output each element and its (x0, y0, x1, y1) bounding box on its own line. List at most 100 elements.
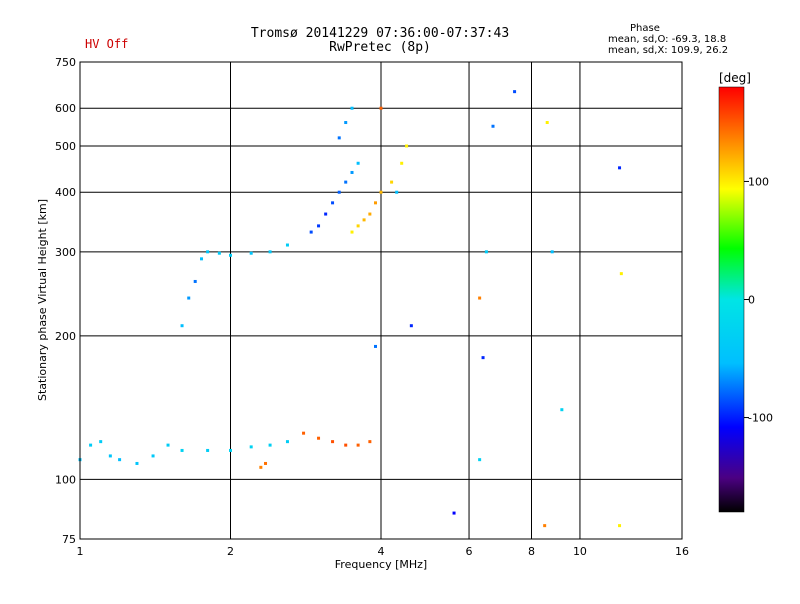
data-point (484, 250, 488, 254)
x-tick-label: 16 (675, 545, 689, 558)
data-point (309, 230, 313, 234)
data-point (618, 524, 622, 528)
data-point (337, 190, 341, 194)
y-tick-label: 200 (55, 330, 76, 343)
data-point (481, 356, 485, 360)
data-point (268, 443, 272, 447)
data-point (331, 440, 335, 444)
x-axis-label: Frequency [MHz] (335, 558, 427, 571)
data-points (78, 90, 623, 528)
data-point (166, 443, 170, 447)
data-point (264, 461, 268, 465)
data-point (478, 296, 482, 300)
title-line-1: Tromsø 20141229 07:36:00-07:37:43 (250, 26, 510, 41)
data-point (187, 296, 191, 300)
data-point (379, 190, 383, 194)
data-point (324, 212, 328, 216)
data-point (400, 161, 404, 165)
data-point (337, 136, 341, 140)
data-point (193, 279, 197, 283)
data-point (118, 458, 122, 462)
data-point (302, 431, 306, 435)
data-point (452, 511, 456, 515)
data-point (331, 201, 335, 205)
data-point (180, 324, 184, 328)
data-point (259, 465, 263, 469)
phase-x-stats: mean, sd,X: 109.9, 26.2 (608, 45, 729, 56)
data-point (268, 250, 272, 254)
phase-title: Phase (630, 23, 660, 34)
data-point (356, 161, 360, 165)
data-point (619, 272, 623, 276)
axis-ticks: 1 2 4 6 8 10 16 75 100 200 300 400 500 600 750 (55, 56, 689, 558)
data-point (89, 443, 93, 447)
data-point (344, 443, 348, 447)
grid-lines (80, 62, 682, 539)
data-point (374, 201, 378, 205)
y-tick-label: 500 (55, 140, 76, 153)
data-point (108, 454, 112, 458)
data-point (368, 440, 372, 444)
plot-frame (79, 61, 683, 540)
colorbar-tick-label: 100 (748, 175, 769, 188)
x-tick-label: 6 (466, 545, 473, 558)
data-point (543, 524, 547, 528)
data-point (356, 224, 360, 228)
data-point (478, 458, 482, 462)
data-point (151, 454, 155, 458)
data-point (99, 440, 103, 444)
hv-status: HV Off (85, 37, 129, 51)
data-point (344, 180, 348, 184)
title-line-2: RwPretec (8p) (329, 40, 431, 55)
data-point (390, 180, 394, 184)
data-point (350, 170, 354, 174)
x-tick-label: 2 (227, 545, 234, 558)
data-point (217, 251, 221, 255)
data-point (206, 250, 210, 254)
y-tick-label: 400 (55, 186, 76, 199)
data-point (395, 190, 399, 194)
data-point (409, 324, 413, 328)
x-tick-label: 1 (77, 545, 84, 558)
data-point (135, 461, 139, 465)
y-tick-label: 100 (55, 473, 76, 486)
colorbar-tick-label: -100 (748, 412, 773, 425)
data-point (229, 448, 232, 452)
data-point (344, 121, 348, 125)
data-point (379, 106, 383, 110)
colorbar-label: [deg] (719, 71, 751, 85)
y-axis-label: Stationary phase Virtual Height [km] (36, 199, 49, 401)
data-point (249, 251, 253, 255)
data-point (180, 448, 184, 452)
y-tick-label: 75 (62, 533, 76, 546)
x-tick-label: 10 (573, 545, 587, 558)
data-point (249, 445, 253, 449)
data-point (368, 212, 372, 216)
colorbar-ticks: 100 0 -100 (744, 175, 773, 425)
data-point (317, 224, 321, 228)
data-point (206, 448, 210, 452)
data-point (200, 257, 204, 261)
data-point (362, 218, 366, 222)
colorbar (718, 86, 745, 513)
data-point (374, 344, 378, 348)
data-point (229, 253, 232, 257)
data-point (350, 106, 354, 110)
data-point (618, 166, 622, 170)
x-tick-label: 8 (528, 545, 535, 558)
phase-o-stats: mean, sd,O: -69.3, 18.8 (608, 34, 727, 45)
data-point (545, 121, 549, 125)
data-point (560, 408, 564, 412)
data-point (491, 124, 495, 128)
data-point (513, 90, 517, 94)
data-point (317, 436, 321, 440)
data-point (356, 443, 360, 447)
y-tick-label: 600 (55, 102, 76, 115)
data-point (550, 250, 554, 254)
data-point (405, 144, 409, 148)
y-tick-label: 750 (55, 56, 76, 69)
y-tick-label: 300 (55, 246, 76, 259)
colorbar-tick-label: 0 (748, 294, 755, 307)
